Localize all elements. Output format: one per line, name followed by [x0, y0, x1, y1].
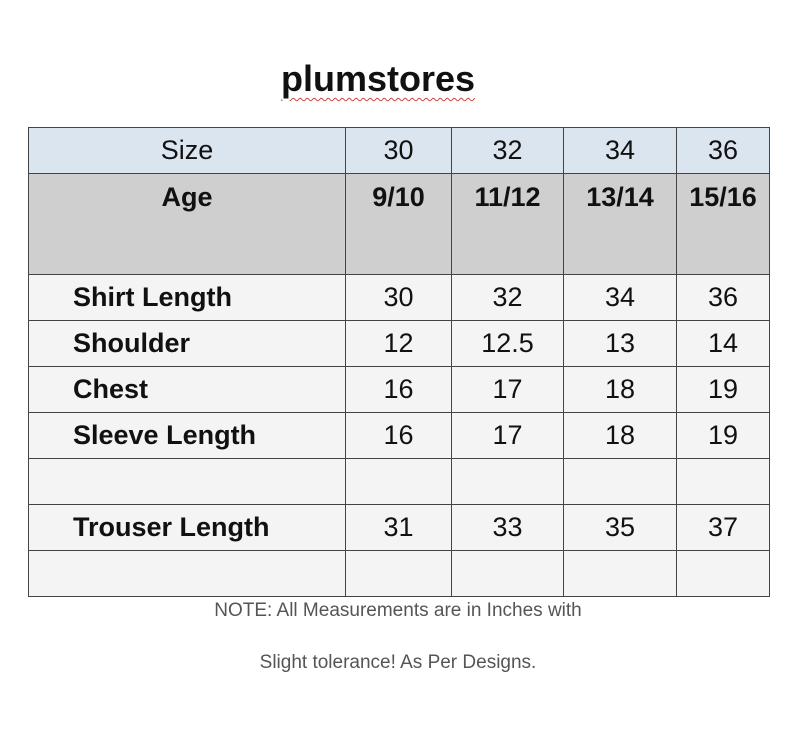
table-cell: 31 — [345, 504, 452, 551]
table-row: Shirt Length 30 32 34 36 — [28, 274, 770, 321]
size-cell: 32 — [451, 127, 564, 174]
table-cell: 14 — [676, 320, 770, 367]
table-cell: 34 — [563, 274, 677, 321]
table-cell — [563, 458, 677, 505]
table-cell — [345, 550, 452, 597]
table-cell — [451, 458, 564, 505]
table-cell: 30 — [345, 274, 452, 321]
table-cell: 13 — [563, 320, 677, 367]
row-label — [28, 550, 346, 597]
row-label: Shoulder — [28, 320, 346, 367]
table-cell: 16 — [345, 366, 452, 413]
table-cell — [451, 550, 564, 597]
table-cell: 16 — [345, 412, 452, 459]
table-cell: 12 — [345, 320, 452, 367]
table-row — [28, 550, 770, 597]
size-chart-table: Size 30 32 34 36 Age 9/10 11/12 13/14 15… — [28, 127, 770, 597]
table-cell — [676, 550, 770, 597]
table-cell: 17 — [451, 412, 564, 459]
note-line-1: NOTE: All Measurements are in Inches wit… — [214, 600, 582, 621]
size-cell: 30 — [345, 127, 452, 174]
age-cell: 9/10 — [345, 173, 452, 275]
table-row: Sleeve Length 16 17 18 19 — [28, 412, 770, 459]
row-label: Chest — [28, 366, 346, 413]
table-cell — [676, 458, 770, 505]
table-row: Chest 16 17 18 19 — [28, 366, 770, 413]
age-cell: 13/14 — [563, 173, 677, 275]
size-cell: 34 — [563, 127, 677, 174]
size-cell: 36 — [676, 127, 770, 174]
table-cell: 19 — [676, 366, 770, 413]
age-cell: 15/16 — [676, 173, 770, 275]
title-text: plumstores — [280, 58, 476, 99]
row-label: Sleeve Length — [28, 412, 346, 459]
table-cell: 33 — [451, 504, 564, 551]
size-row: Size 30 32 34 36 — [28, 127, 770, 174]
table-cell: 12.5 — [451, 320, 564, 367]
size-label: Size — [28, 127, 346, 174]
table-cell: 19 — [676, 412, 770, 459]
table-cell: 36 — [676, 274, 770, 321]
table-cell: 37 — [676, 504, 770, 551]
page-title: plumstores — [0, 58, 756, 100]
table-row — [28, 458, 770, 505]
row-label: Shirt Length — [28, 274, 346, 321]
note-line-2: Slight tolerance! As Per Designs. — [259, 652, 537, 673]
age-row: Age 9/10 11/12 13/14 15/16 — [28, 173, 770, 275]
age-cell: 11/12 — [451, 173, 564, 275]
age-label: Age — [28, 173, 346, 275]
row-label: Trouser Length — [28, 504, 346, 551]
table-row: Shoulder 12 12.5 13 14 — [28, 320, 770, 367]
table-cell: 35 — [563, 504, 677, 551]
table-cell — [563, 550, 677, 597]
table-cell: 17 — [451, 366, 564, 413]
table-cell — [345, 458, 452, 505]
row-label — [28, 458, 346, 505]
table-cell: 18 — [563, 412, 677, 459]
table-cell: 18 — [563, 366, 677, 413]
table-cell: 32 — [451, 274, 564, 321]
table-row: Trouser Length 31 33 35 37 — [28, 504, 770, 551]
